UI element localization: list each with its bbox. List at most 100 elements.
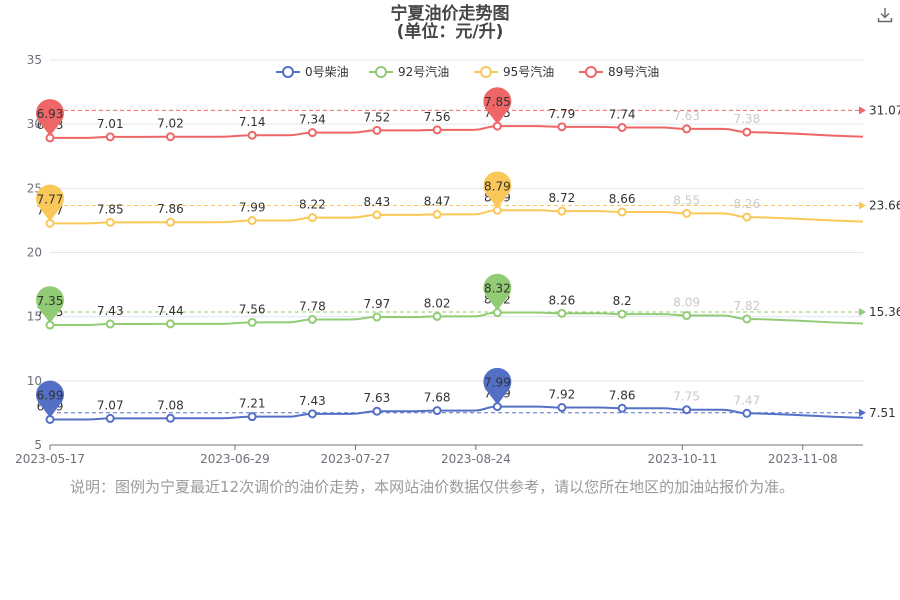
x-tick-label: 2023-05-17 [15, 452, 85, 466]
data-label: 7.74 [609, 108, 636, 122]
min-pin [36, 286, 65, 324]
legend-label: 95号汽油 [503, 64, 554, 79]
series-1: 15.36 7.35 7.43 7.44 7.56 7.78 7.97 8.02 8.32 8.2… [36, 273, 900, 330]
x-tick-label: 2023-10-11 [647, 452, 717, 466]
chart-note: 说明：图例为宁夏最近12次调价的油价走势，本网站油价数据仅供参考，请以您所在地区… [70, 478, 795, 496]
max-pin [483, 367, 512, 405]
data-point [432, 125, 442, 135]
legend-icon [375, 66, 387, 78]
data-label: 7.38 [733, 112, 760, 126]
legend: 0号柴油 92号汽油 95号汽油 89号汽油 [276, 64, 659, 79]
chart-subtitle-unit: (单位：元/升) [396, 22, 504, 42]
x-tick-label: 2023-07-27 [321, 452, 391, 466]
average-arrow [859, 201, 866, 210]
data-point [557, 206, 567, 216]
data-point [742, 212, 752, 222]
x-tick-label: 2023-06-29 [200, 452, 270, 466]
data-point [682, 208, 692, 218]
data-label: 8.2 [613, 294, 632, 308]
data-label: 7.01 [97, 117, 124, 131]
legend-icon [480, 66, 492, 78]
data-label: 8.22 [299, 198, 326, 212]
data-label: 7.07 [97, 398, 124, 412]
min-pin [36, 380, 65, 418]
max-pin-label: 8.32 [484, 282, 511, 296]
legend-label: 92号汽油 [398, 64, 449, 79]
data-label: 8.09 [673, 296, 700, 310]
data-label: 7.44 [157, 304, 184, 318]
data-point [617, 123, 627, 133]
data-point [617, 309, 627, 319]
legend-item[interactable]: 95号汽油 [474, 64, 554, 79]
data-label: 7.97 [364, 297, 391, 311]
average-label: 23.66 [869, 199, 900, 213]
data-point [432, 209, 442, 219]
data-label: 7.86 [609, 388, 636, 402]
y-tick-label: 35 [27, 53, 42, 67]
data-label: 7.52 [364, 110, 391, 124]
legend-icon [282, 66, 294, 78]
y-tick-label: 10 [27, 374, 42, 388]
data-point [165, 413, 175, 423]
data-label: 7.63 [364, 391, 391, 405]
chart-title: 宁夏油价走势图 [390, 4, 510, 24]
data-point [682, 405, 692, 415]
max-pin [483, 87, 512, 125]
data-label: 8.47 [424, 194, 451, 208]
data-label: 7.68 [424, 391, 451, 405]
legend-item[interactable]: 0号柴油 [276, 65, 349, 79]
series-line [50, 125, 864, 139]
data-point [557, 122, 567, 132]
data-point [165, 132, 175, 142]
data-point [105, 413, 115, 423]
min-pin-label: 7.77 [37, 192, 64, 206]
data-label: 7.82 [733, 299, 760, 313]
data-label: 8.43 [364, 195, 391, 209]
legend-label: 0号柴油 [305, 65, 349, 79]
data-point [372, 406, 382, 416]
data-point [617, 207, 627, 217]
data-label: 7.63 [673, 109, 700, 123]
average-label: 15.36 [869, 305, 900, 319]
download-icon[interactable] [876, 6, 894, 24]
data-label: 7.34 [299, 113, 326, 127]
data-point [617, 403, 627, 413]
data-point [307, 213, 317, 223]
data-point [307, 128, 317, 138]
data-point [165, 217, 175, 227]
data-label: 7.75 [673, 390, 700, 404]
data-point [432, 406, 442, 416]
data-label: 7.47 [733, 393, 760, 407]
data-point [372, 125, 382, 135]
y-tick-label: 20 [27, 246, 42, 260]
data-label: 8.26 [549, 293, 576, 307]
data-point [372, 312, 382, 322]
data-label: 7.86 [157, 202, 184, 216]
data-point [682, 124, 692, 134]
data-label: 7.56 [424, 110, 451, 124]
data-label: 7.99 [239, 201, 266, 215]
legend-item[interactable]: 89号汽油 [579, 64, 659, 79]
legend-label: 89号汽油 [608, 64, 659, 79]
data-label: 7.56 [239, 302, 266, 316]
average-label: 31.07 [869, 103, 900, 117]
data-label: 7.85 [97, 202, 124, 216]
min-pin [36, 99, 65, 136]
data-point [247, 317, 257, 327]
data-point [105, 217, 115, 227]
data-label: 7.14 [239, 115, 266, 129]
average-arrow [859, 408, 866, 417]
legend-item[interactable]: 92号汽油 [369, 64, 449, 79]
data-point [372, 210, 382, 220]
data-label: 7.79 [549, 107, 576, 121]
series-2: 23.66 7.77 7.85 7.86 7.99 8.22 8.43 8.47 8.79 8.7… [36, 171, 900, 228]
x-tick-label: 2023-11-08 [768, 452, 838, 466]
series-line [50, 209, 864, 225]
data-point [247, 130, 257, 140]
min-pin-label: 7.35 [37, 294, 64, 308]
data-label: 7.43 [299, 394, 326, 408]
data-point [557, 308, 567, 318]
max-pin [483, 171, 512, 209]
data-label: 8.72 [549, 191, 576, 205]
